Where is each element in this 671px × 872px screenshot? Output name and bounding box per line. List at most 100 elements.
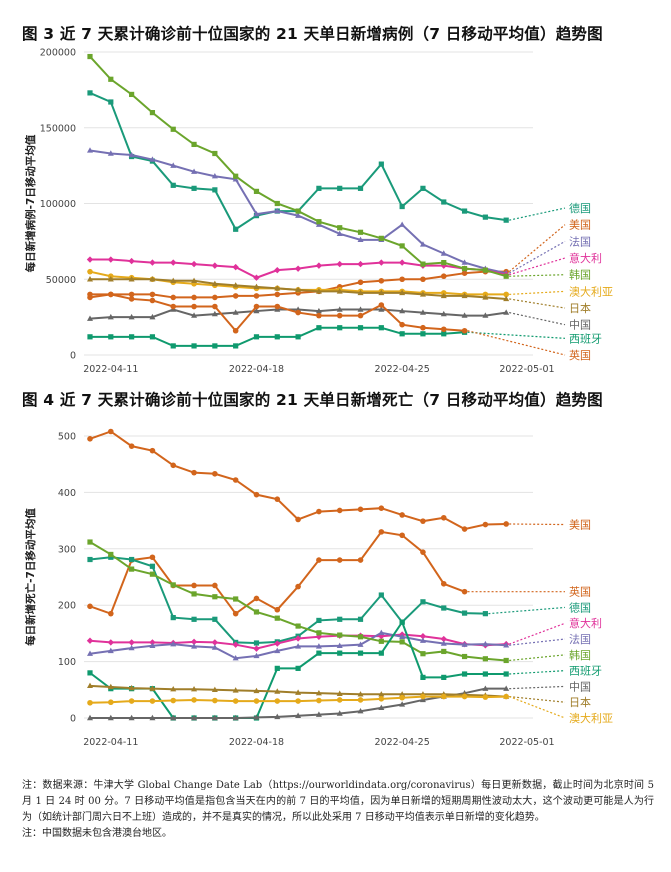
leader-line <box>509 654 566 662</box>
data-point <box>503 217 509 223</box>
data-point <box>211 310 218 317</box>
series-line <box>89 430 507 531</box>
series-label: 日本 <box>569 301 591 315</box>
data-point <box>441 674 447 680</box>
data-point <box>316 630 322 636</box>
data-point <box>212 294 218 301</box>
data-point <box>128 151 135 158</box>
figure-4-new-deaths-chart: 0 100 200 300 400 500 2022-04-11 2022-04-18 2022… <box>24 428 613 748</box>
data-point <box>107 256 115 263</box>
data-point <box>357 236 364 243</box>
series-label: 西班牙 <box>569 665 602 678</box>
data-point <box>128 443 135 449</box>
data-point <box>170 162 177 168</box>
data-point <box>316 312 322 319</box>
data-point <box>295 334 301 340</box>
data-point <box>420 599 426 605</box>
data-point <box>419 309 426 315</box>
data-point <box>420 324 426 331</box>
data-point <box>420 185 426 191</box>
data-point <box>232 641 239 648</box>
data-point <box>232 293 239 299</box>
data-point <box>461 259 468 265</box>
data-point <box>128 698 135 704</box>
data-point <box>191 643 198 649</box>
data-point <box>274 698 281 704</box>
data-point <box>337 325 343 331</box>
leader-line <box>509 685 566 690</box>
data-point <box>87 670 93 676</box>
data-point <box>378 704 385 711</box>
data-point <box>233 226 239 232</box>
data-point <box>211 639 219 646</box>
data-point <box>274 303 281 310</box>
data-point <box>149 639 156 646</box>
data-point <box>87 603 93 610</box>
data-point <box>170 259 177 266</box>
data-point <box>107 639 115 646</box>
data-point <box>253 609 260 615</box>
data-point <box>420 276 426 283</box>
data-point <box>378 638 384 644</box>
data-point <box>461 292 468 299</box>
x-tick-label: 2022-04-18 <box>229 737 284 748</box>
data-point <box>357 229 364 235</box>
data-point <box>461 671 468 677</box>
data-point <box>149 313 156 320</box>
series-label: 中国 <box>569 680 591 693</box>
data-point <box>128 291 135 298</box>
data-point <box>87 699 93 706</box>
data-point <box>87 276 93 282</box>
data-point <box>87 650 93 656</box>
data-point <box>274 688 281 694</box>
series-label: 美国 <box>569 219 591 232</box>
series-label: 英国 <box>569 348 591 362</box>
data-point <box>108 428 114 435</box>
data-point <box>170 615 176 621</box>
data-point <box>294 635 302 642</box>
data-point <box>316 617 322 624</box>
data-point <box>378 306 385 312</box>
data-point <box>191 582 197 589</box>
data-point <box>440 310 447 317</box>
data-point <box>128 639 135 646</box>
y-axis-label: 每日新增死亡-7日移动平均值 <box>24 508 37 646</box>
data-point <box>107 150 114 156</box>
data-point <box>378 259 385 266</box>
data-point <box>440 693 447 700</box>
data-point <box>170 294 177 301</box>
series-label: 美国 <box>569 519 591 532</box>
data-point <box>253 210 260 217</box>
data-point <box>503 521 509 527</box>
x-tick-label: 2022-04-18 <box>229 364 284 375</box>
series-label: 澳大利亚 <box>569 284 613 298</box>
data-point <box>378 277 385 284</box>
data-point <box>399 691 406 697</box>
series-0: 美国 <box>87 428 591 532</box>
data-point <box>274 713 281 720</box>
data-point <box>129 556 135 563</box>
leader-line <box>509 274 566 277</box>
data-point <box>337 616 343 622</box>
data-point <box>108 334 114 340</box>
data-point <box>253 283 260 290</box>
data-point <box>420 331 426 337</box>
data-point <box>316 508 322 515</box>
data-point <box>316 557 322 563</box>
data-point <box>441 331 447 337</box>
data-point <box>399 203 405 210</box>
data-point <box>419 696 426 703</box>
data-point <box>191 714 198 721</box>
data-point <box>232 698 239 704</box>
data-point <box>170 182 176 188</box>
data-point <box>170 686 177 692</box>
series-label: 英国 <box>569 585 591 599</box>
data-point <box>503 671 509 677</box>
x-tick-label: 2022-04-11 <box>83 364 138 375</box>
data-point <box>87 294 93 301</box>
data-point <box>107 276 114 282</box>
data-point <box>87 53 93 60</box>
data-point <box>211 262 219 269</box>
series-label: 意大利 <box>569 616 602 630</box>
